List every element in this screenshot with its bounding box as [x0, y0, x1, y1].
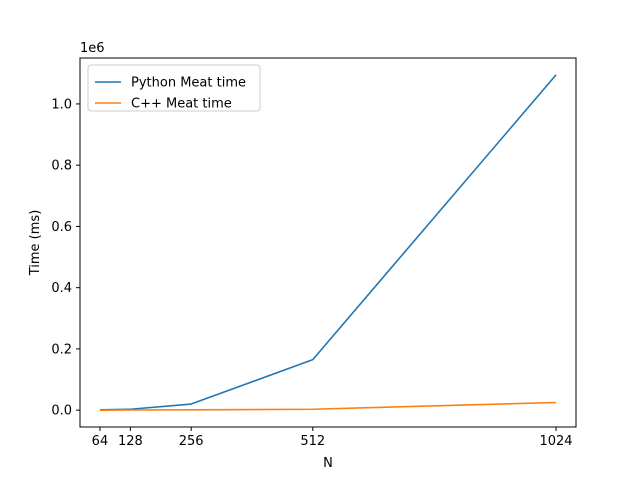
legend: Python Meat time C++ Meat time: [87, 64, 261, 112]
y-tick-label: 0.4: [51, 281, 72, 296]
y-axis: 0.0 0.2 0.4 0.6 0.8 1.0: [51, 97, 80, 419]
y-tick-label: 0.8: [51, 159, 72, 174]
y-tick-label: 0.6: [51, 220, 72, 235]
series-line-cpp: [99, 401, 557, 411]
legend-box: [87, 64, 261, 112]
y-axis-label: Time (ms): [28, 210, 43, 277]
axes-frame: [79, 57, 577, 428]
plot-area: [99, 74, 557, 411]
legend-entry-label: C++ Meat time: [131, 97, 232, 112]
x-axis: 64 128 256 512 1024: [92, 427, 573, 449]
x-tick-label: 1024: [539, 434, 572, 449]
y-tick-label: 1.0: [51, 97, 72, 112]
y-tick-label: 0.0: [51, 404, 72, 419]
y-tick-label: 0.2: [51, 342, 72, 357]
x-tick-label: 256: [179, 434, 204, 449]
x-axis-label: N: [323, 456, 333, 471]
legend-entry-label: Python Meat time: [131, 76, 246, 91]
x-tick-label: 64: [92, 434, 109, 449]
x-tick-label: 512: [300, 434, 325, 449]
y-axis-multiplier: 1e6: [80, 41, 105, 56]
x-tick-label: 128: [118, 434, 143, 449]
